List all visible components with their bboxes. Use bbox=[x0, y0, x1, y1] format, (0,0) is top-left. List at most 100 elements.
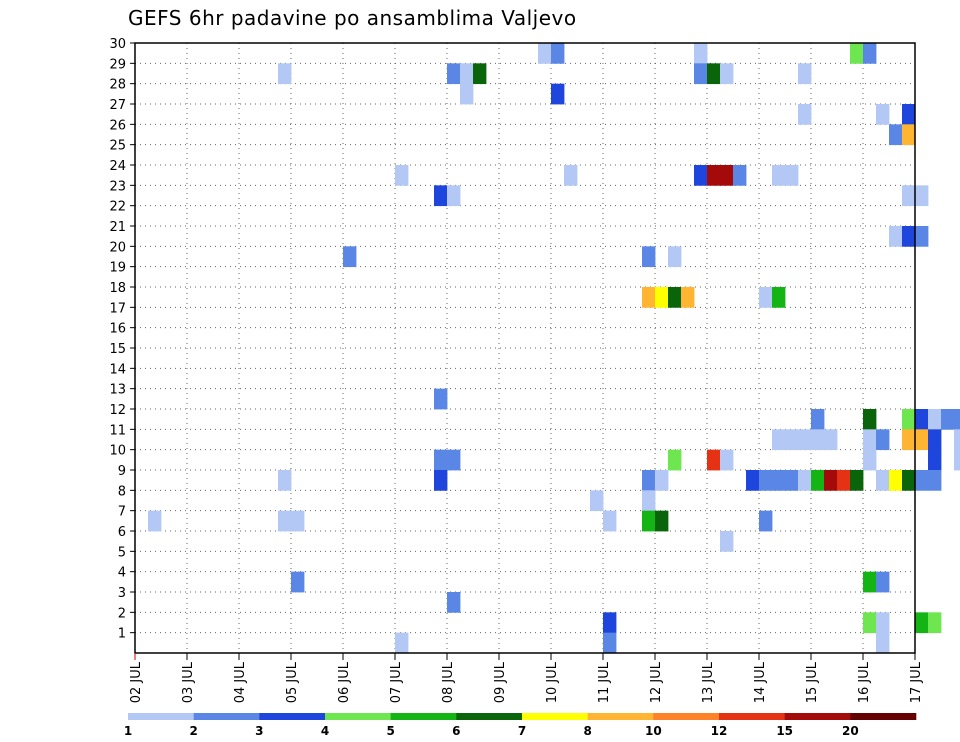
y-tick-label: 19 bbox=[109, 261, 126, 276]
x-tick-label: 03 JUL bbox=[181, 661, 196, 703]
y-tick-label: 26 bbox=[109, 118, 126, 133]
precip-cell bbox=[850, 470, 864, 491]
y-tick-label: 6 bbox=[118, 525, 126, 540]
y-tick-label: 11 bbox=[109, 423, 126, 438]
y-tick-label: 10 bbox=[109, 444, 126, 459]
legend-label: 15 bbox=[776, 724, 793, 738]
precip-cell bbox=[915, 612, 929, 634]
precip-cell bbox=[564, 165, 578, 186]
precip-cell bbox=[759, 470, 773, 491]
data-cells bbox=[148, 43, 960, 654]
legend-swatch bbox=[390, 713, 457, 720]
precip-cell bbox=[902, 124, 916, 146]
y-tick-label: 22 bbox=[109, 200, 126, 215]
precip-cell bbox=[694, 165, 708, 186]
legend-label: 3 bbox=[255, 724, 263, 738]
precip-cell bbox=[811, 409, 825, 430]
legend-swatch bbox=[325, 713, 391, 720]
precip-cell bbox=[746, 470, 760, 491]
precip-cell bbox=[902, 226, 916, 247]
legend-label: 6 bbox=[452, 724, 460, 738]
precip-cell bbox=[876, 429, 890, 451]
precip-cell bbox=[954, 449, 960, 471]
precip-cell bbox=[707, 63, 721, 85]
precip-cell bbox=[720, 63, 734, 85]
precip-cell bbox=[785, 470, 799, 491]
y-tick-label: 20 bbox=[109, 240, 126, 255]
precip-cell bbox=[928, 409, 942, 430]
legend-swatch bbox=[193, 713, 260, 720]
x-tick-label: 09 JUL bbox=[493, 661, 508, 703]
precip-cell bbox=[720, 165, 734, 186]
y-tick-label: 27 bbox=[109, 98, 126, 113]
precip-cell bbox=[759, 510, 773, 532]
precip-cell bbox=[707, 449, 721, 471]
legend-swatch bbox=[719, 713, 785, 720]
precip-cell bbox=[668, 287, 682, 308]
y-tick-label: 9 bbox=[118, 464, 126, 479]
y-tick-label: 2 bbox=[118, 606, 126, 621]
precip-cell bbox=[551, 83, 565, 105]
precip-cell bbox=[772, 470, 786, 491]
y-tick-label: 3 bbox=[118, 586, 126, 601]
x-tick-label: 02 JUL bbox=[129, 661, 144, 703]
x-axis-ticks: 02 JUL 03 JUL 04 JUL 05 JUL 06 JUL 07 JUL 08 J… bbox=[129, 653, 924, 703]
precip-cell bbox=[460, 83, 474, 105]
precip-cell bbox=[447, 185, 461, 207]
precip-cell bbox=[811, 429, 825, 451]
precip-cell bbox=[863, 449, 877, 471]
y-tick-label: 24 bbox=[109, 159, 126, 174]
precip-cell bbox=[954, 429, 960, 451]
x-tick-label: 10 JUL bbox=[545, 661, 560, 703]
x-tick-label: 06 JUL bbox=[337, 661, 352, 703]
precip-cell bbox=[434, 388, 448, 410]
precip-cell bbox=[889, 124, 903, 146]
precip-cell bbox=[928, 612, 942, 634]
precip-cell bbox=[876, 571, 890, 593]
precip-cell bbox=[824, 429, 838, 451]
precip-cell bbox=[876, 632, 890, 654]
precip-cell bbox=[954, 409, 960, 430]
precip-cell bbox=[538, 43, 552, 64]
y-tick-label: 17 bbox=[109, 301, 126, 316]
precip-cell bbox=[642, 287, 656, 308]
precip-cell bbox=[473, 63, 487, 85]
precip-cell bbox=[291, 510, 305, 532]
precip-cell bbox=[655, 287, 669, 308]
precip-cell bbox=[395, 165, 409, 186]
precip-cell bbox=[278, 470, 292, 491]
precip-cell bbox=[837, 470, 851, 491]
precip-cell bbox=[590, 490, 604, 512]
precip-cell bbox=[902, 409, 916, 430]
precip-cell bbox=[772, 429, 786, 451]
x-tick-label: 04 JUL bbox=[233, 661, 248, 703]
legend-label: 1 bbox=[124, 724, 132, 738]
precip-cell bbox=[928, 470, 942, 491]
precip-cell bbox=[902, 470, 916, 491]
precip-cell bbox=[642, 246, 656, 268]
precip-cell bbox=[434, 185, 448, 207]
precip-cell bbox=[694, 43, 708, 64]
precip-cell bbox=[915, 185, 929, 207]
y-tick-label: 14 bbox=[109, 362, 126, 377]
precip-cell bbox=[941, 409, 955, 430]
precip-cell bbox=[148, 510, 162, 532]
precip-cell bbox=[915, 226, 929, 247]
y-tick-label: 7 bbox=[118, 505, 126, 520]
y-tick-label: 29 bbox=[109, 57, 126, 72]
precip-cell bbox=[863, 612, 877, 634]
y-tick-label: 28 bbox=[109, 78, 126, 93]
precip-cell bbox=[642, 470, 656, 491]
precip-cell bbox=[863, 429, 877, 451]
legend-label: 8 bbox=[583, 724, 591, 738]
precip-cell bbox=[811, 470, 825, 491]
legend-label: 7 bbox=[518, 724, 526, 738]
precip-cell bbox=[681, 287, 695, 308]
legend-swatch bbox=[259, 713, 326, 720]
x-tick-label: 11 JUL bbox=[597, 661, 612, 703]
legend-swatch bbox=[850, 713, 917, 720]
precip-cell bbox=[902, 104, 916, 125]
precip-cell bbox=[915, 409, 929, 430]
precip-cell bbox=[642, 490, 656, 512]
